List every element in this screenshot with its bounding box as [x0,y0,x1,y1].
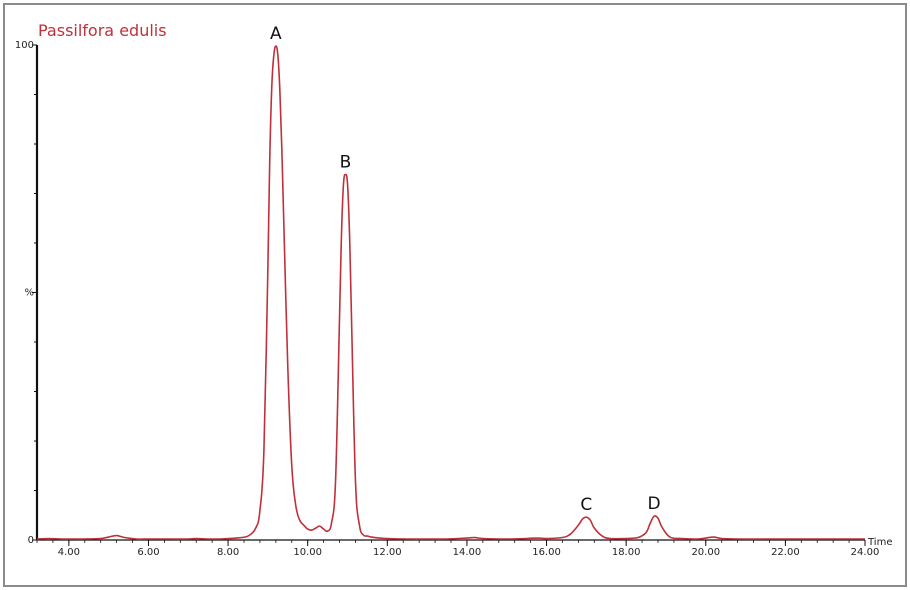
peak-annotations: A B C D [270,24,661,515]
x-tick-label: 8.00 [217,547,239,558]
y-tick-label: 100 [15,40,34,51]
x-tick-label: 18.00 [612,547,641,558]
y-tick-label: 0 [28,535,34,546]
x-tick-label: 4.00 [58,547,80,558]
chart-title: Passilfora edulis [38,21,167,40]
series-line-0 [36,45,865,540]
x-tick-label: 12.00 [373,547,402,558]
x-tick-label: 24.00 [851,547,880,558]
peak-label-d: D [647,494,660,514]
x-axis-label: Time [867,537,892,548]
x-tick-label: 20.00 [691,547,720,558]
x-tick-label: 10.00 [293,547,322,558]
plot-area [36,45,865,540]
peak-label-c: C [580,495,592,515]
peak-label-b: B [340,153,352,173]
chart-frame [3,3,907,587]
y-tick-label: % [24,288,34,299]
peak-label-a: A [270,24,282,44]
x-tick-label: 14.00 [453,547,482,558]
x-tick-label: 16.00 [532,547,561,558]
y-axis: 100% 0 [15,40,39,546]
x-tick-label: 6.00 [137,547,159,558]
x-tick-label: 22.00 [771,547,800,558]
x-axis: 4.00 6.00 8.00 10.00 12.00 14.00 16.00 18.00 20.… [36,539,880,558]
